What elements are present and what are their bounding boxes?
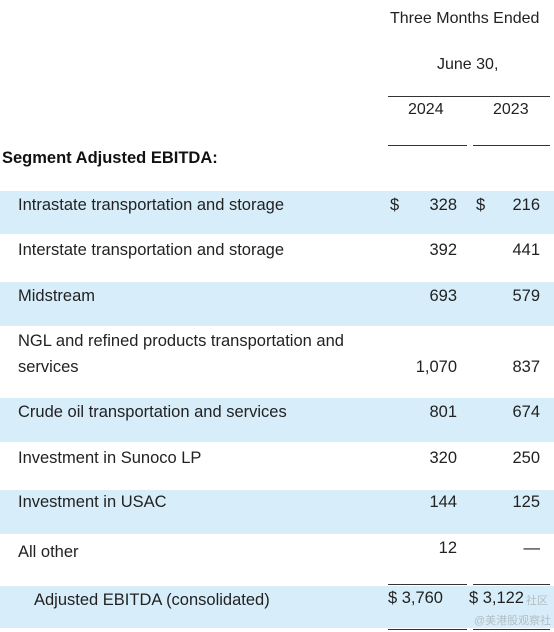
value-prior: 216 [512,196,540,214]
watermark-line1: 社区 [526,595,548,607]
row-label: Investment in Sunoco LP [18,449,202,467]
table-row: Midstream 693 579 [0,282,554,326]
table-row: Crude oil transportation and services 80… [0,398,554,442]
table-row: Interstate transportation and storage 39… [0,236,554,280]
row-label: Interstate transportation and storage [18,241,284,259]
table-row: Investment in USAC 144 125 [0,490,554,534]
value-prior: 441 [512,241,540,259]
row-label: Midstream [18,287,96,305]
year-current-rule [388,145,467,146]
total-top-rule-prior [473,584,550,585]
row-label: Crude oil transportation and services [18,403,287,421]
value-current: 144 [429,493,457,511]
year-prior-rule [473,145,550,146]
value-prior: 837 [512,358,540,376]
value-prior: 250 [512,449,540,467]
currency-symbol: $ [476,196,486,214]
value-prior: — [523,539,541,557]
table-row: Investment in Sunoco LP 320 250 [0,444,554,488]
total-label: Adjusted EBITDA (consolidated) [34,591,270,609]
value-current: 1,070 [415,358,457,376]
period-header-line2: June 30, [437,56,499,73]
value-current: 320 [429,449,457,467]
value-prior: 674 [512,403,540,421]
period-header-line1: Three Months Ended [390,10,540,27]
row-label-line1: NGL and refined products transportation … [18,332,344,350]
value-current: 801 [429,403,457,421]
row-label: Intrastate transportation and storage [18,196,284,214]
table-row: Intrastate transportation and storage $ … [0,191,554,234]
row-label: Investment in USAC [18,493,167,511]
total-row: Adjusted EBITDA (consolidated) $ 3,760 $… [0,586,554,628]
year-prior-header: 2023 [493,101,529,118]
value-current: 693 [429,287,457,305]
table-row: All other 12 — [0,536,554,582]
header-rule [388,96,550,97]
value-prior: 579 [512,287,540,305]
total-bottom-rule-prior [473,629,550,630]
row-label: All other [18,543,79,561]
value-current: 328 [429,196,457,214]
row-label-line2: services [18,358,79,376]
total-value-prior: $ 3,122 [468,589,524,607]
table-row: NGL and refined products transportation … [0,328,554,396]
currency-symbol: $ [390,196,400,214]
total-value-current: $ 3,760 [387,589,443,607]
year-current-header: 2024 [408,101,444,118]
section-title: Segment Adjusted EBITDA: [2,149,218,167]
value-current: 12 [438,539,457,557]
total-top-rule-current [388,584,467,585]
value-current: 392 [429,241,457,259]
value-prior: 125 [512,493,540,511]
watermark-line2: @美港股观察社 [474,615,552,627]
total-bottom-rule-current [388,629,467,630]
